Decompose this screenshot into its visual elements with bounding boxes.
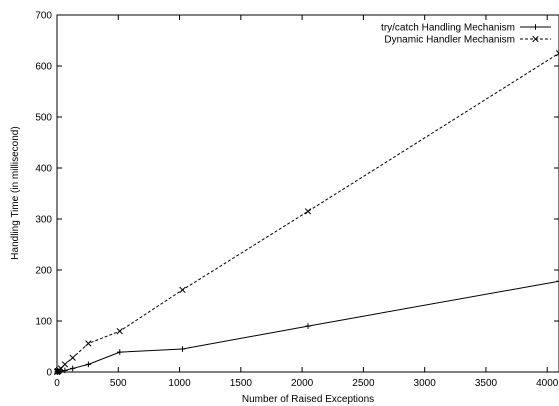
data-point <box>555 50 559 57</box>
data-point <box>116 328 123 335</box>
legend-label: Dynamic Handler Mechanism <box>384 35 515 46</box>
data-point <box>304 208 312 215</box>
data-point <box>69 354 76 361</box>
data-point <box>179 286 186 294</box>
y-tick-label: 300 <box>35 215 52 226</box>
x-tick-label: 3000 <box>414 378 437 389</box>
y-tick-label: 400 <box>35 164 52 175</box>
x-tick-label: 2000 <box>291 378 314 389</box>
x-tick-label: 1500 <box>230 378 253 389</box>
data-point <box>116 349 123 355</box>
legend-marker <box>532 24 539 30</box>
y-axis-title: Handling Time (in millisecond) <box>10 126 21 259</box>
x-tick-label: 3500 <box>475 378 498 389</box>
x-tick-label: 4000 <box>536 378 559 389</box>
data-point <box>556 278 559 285</box>
y-axis-ticks: 0 100 200 300 400 500 600 700 <box>35 11 559 379</box>
series-1 <box>54 278 559 375</box>
data-point <box>179 346 186 352</box>
y-tick-label: 600 <box>35 62 52 73</box>
data-point <box>305 323 311 329</box>
legend-label: try/catch Handling Mechanism <box>381 23 515 34</box>
x-axis-ticks: 0 500 1000 1500 2000 2500 3000 3500 4000 <box>54 15 559 389</box>
plot-frame <box>56 14 559 373</box>
data-point <box>69 365 76 372</box>
y-tick-label: 700 <box>35 11 52 22</box>
data-point <box>85 361 92 368</box>
legend-marker <box>532 35 539 43</box>
x-tick-label: 2500 <box>352 378 375 389</box>
y-tick-label: 100 <box>35 317 52 328</box>
x-axis-title: Number of Raised Exceptions <box>242 394 374 405</box>
data-point <box>85 340 92 347</box>
x-tick-label: 1000 <box>168 378 191 389</box>
y-tick-label: 0 <box>46 368 52 379</box>
series-layer <box>53 50 559 376</box>
x-tick-label: 0 <box>54 378 60 389</box>
y-tick-label: 500 <box>35 113 52 124</box>
data-point <box>61 361 68 368</box>
y-tick-label: 200 <box>35 266 52 277</box>
series-2 <box>53 50 559 376</box>
x-tick-label: 500 <box>110 378 127 389</box>
